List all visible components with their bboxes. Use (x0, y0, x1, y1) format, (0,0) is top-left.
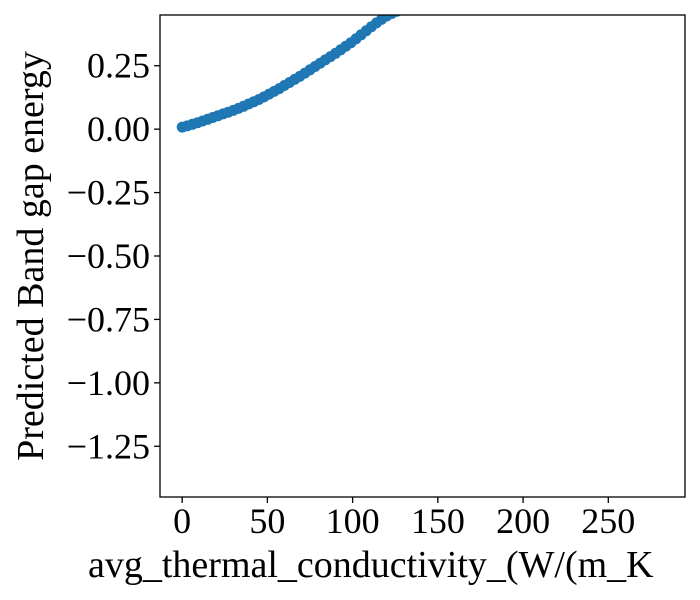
x-tick-label: 50 (249, 501, 285, 541)
y-tick-label: −0.75 (67, 299, 150, 339)
plot-area (160, 15, 685, 497)
points-layer (176, 15, 401, 133)
x-tick-label: 250 (581, 501, 635, 541)
y-tick-label: 0.25 (87, 46, 150, 86)
y-tick-label: −1.25 (67, 426, 150, 466)
data-point (386, 15, 398, 19)
x-axis-ticks: 0 50 100 150 200 250 (173, 497, 635, 541)
x-tick-label: 0 (173, 501, 191, 541)
x-tick-label: 150 (411, 501, 465, 541)
x-tick-label: 200 (496, 501, 550, 541)
x-axis-title: avg_thermal_conductivity_(W/(m_K (88, 544, 654, 586)
x-tick-label: 100 (326, 501, 380, 541)
y-tick-label: −1.00 (67, 363, 150, 403)
y-axis-title: Predicted Band gap energy (10, 51, 52, 461)
y-tick-label: 0.00 (87, 109, 150, 149)
y-tick-label: −0.50 (67, 236, 150, 276)
y-tick-label: −0.25 (67, 173, 150, 213)
y-axis-ticks: 0.25 0.00 −0.25 −0.50 −0.75 −1.00 −1.25 (67, 46, 160, 466)
